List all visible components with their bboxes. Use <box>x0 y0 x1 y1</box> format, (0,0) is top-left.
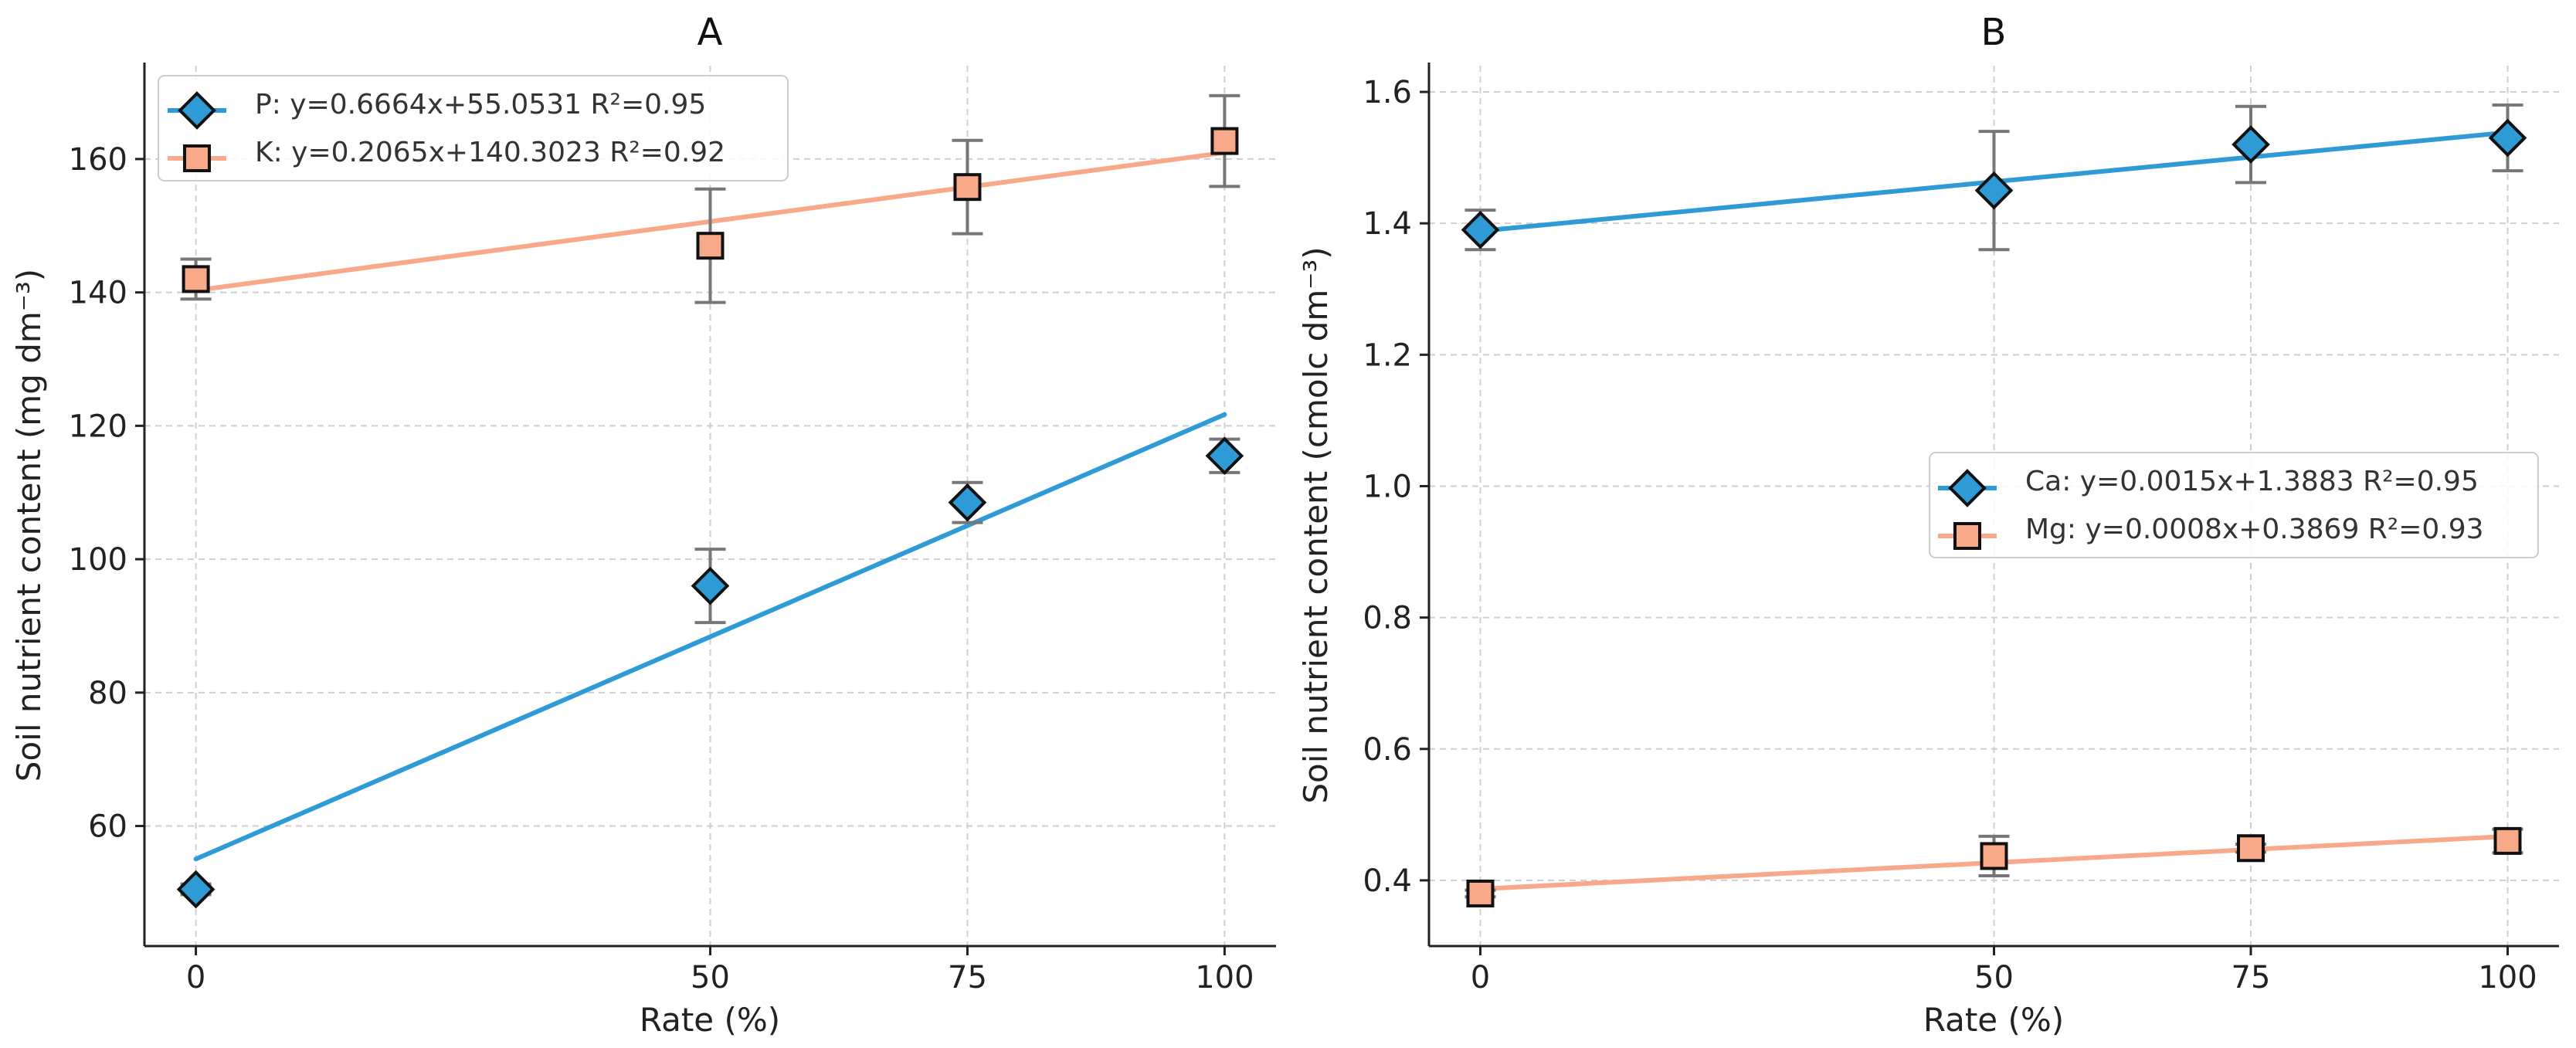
panel-a-ytick-label-1: 80 <box>88 676 127 711</box>
panel-a-point-p-2 <box>948 483 987 522</box>
panel-a-ytick-label-3: 120 <box>69 409 127 444</box>
panel-b-point-mg-0 <box>1466 879 1495 907</box>
panel-a-xtick-label-3: 100 <box>1195 960 1254 995</box>
panel-a-point-k-3 <box>1210 127 1239 155</box>
panel-a-xtick-label-2: 75 <box>948 960 987 995</box>
panel-a-xtick-label-1: 50 <box>691 960 730 995</box>
panel-a-ytick-label-5: 160 <box>69 142 127 178</box>
panel-b-legend-label-ca: Ca: y=0.0015x+1.3883 R²=0.95 <box>2025 466 2479 497</box>
panel-a-ytick-label-0: 60 <box>88 809 127 845</box>
panel-b-title: B <box>1981 11 2007 54</box>
panel-b-ytick-label-2: 0.8 <box>1363 601 1412 636</box>
panel-a-fit-line-p <box>193 412 1227 862</box>
panel-a-ylabel: Soil nutrient content (mg dm⁻³) <box>10 269 48 782</box>
panel-b-point-mg-2 <box>2237 834 2265 863</box>
panel-a-point-p-1 <box>691 566 730 605</box>
panel-b-ytick-label-0: 0.4 <box>1363 863 1412 899</box>
panel-a-legend-box <box>158 75 789 181</box>
panel-a-point-p-0 <box>176 870 216 909</box>
panel-a-xtick-label-0: 0 <box>186 960 205 995</box>
panel-b-ylabel: Soil nutrient content (cmolc dm⁻³) <box>1297 246 1335 803</box>
panel-b-ticks: 0 50 75 100 0.4 0.6 0.8 1.0 1.2 1.4 1.6 <box>1363 75 2537 995</box>
panel-b-legend-marker-mg <box>1953 522 1981 550</box>
panel-b-point-ca-2 <box>2232 125 2270 164</box>
panel-b-legend-label-mg: Mg: y=0.0008x+0.3869 R²=0.93 <box>2025 514 2484 545</box>
panel-b-xtick-label-0: 0 <box>1471 960 1490 995</box>
panel-b-xtick-label-1: 50 <box>1974 960 2014 995</box>
panel-b-ytick-label-4: 1.2 <box>1363 337 1412 373</box>
panel-a-legend-label-p: P: y=0.6664x+55.0531 R²=0.95 <box>255 89 706 120</box>
panel-b-ytick-label-1: 0.6 <box>1363 732 1412 768</box>
panel-a-ytick-label-2: 100 <box>69 542 127 578</box>
panel-b-point-mg-1 <box>1980 842 2008 870</box>
panel-a-legend-label-k: K: y=0.2065x+140.3023 R²=0.92 <box>255 137 725 168</box>
panel-a-point-p-3 <box>1205 436 1244 476</box>
panel-a-point-k-2 <box>953 173 982 202</box>
panel-b-legend-marker-ca <box>1948 469 1987 507</box>
panel-a-legend-marker-k <box>183 144 211 172</box>
panel-b-ytick-label-3: 1.0 <box>1363 469 1412 504</box>
panel-b-xtick-label-2: 75 <box>2232 960 2271 995</box>
panel-b-point-ca-1 <box>1974 171 2014 210</box>
panel-b: B 0 50 75 100 0.4 0.6 0.8 1.0 1.2 1.4 1.6 Rate (%)… <box>1297 11 2559 1039</box>
panel-a-legend: P: y=0.6664x+55.0531 R²=0.95 K: y=0.2065… <box>158 75 789 181</box>
panel-b-legend-box <box>1929 452 2539 558</box>
panel-b-point-ca-3 <box>2488 118 2527 158</box>
panel-a-point-k-1 <box>696 232 725 260</box>
panel-b-ytick-label-6: 1.6 <box>1363 75 1412 110</box>
panel-b-points <box>1461 118 2527 907</box>
panel-a-title: A <box>697 11 723 54</box>
panel-a-ticks: 0 50 75 100 60 80 100 120 140 160 <box>69 142 1254 995</box>
panel-a: A 0 50 75 100 60 80 100 120 140 160 Rate (%) Soil… <box>10 11 1276 1039</box>
panel-a-legend-marker-p <box>178 91 216 130</box>
panel-b-xlabel: Rate (%) <box>1923 1001 2064 1039</box>
panel-b-xtick-label-3: 100 <box>2478 960 2537 995</box>
panel-b-ytick-label-5: 1.4 <box>1363 206 1412 242</box>
panel-a-xlabel: Rate (%) <box>640 1001 780 1039</box>
panel-a-points <box>176 127 1244 909</box>
panel-b-point-ca-0 <box>1461 210 1500 249</box>
panel-b-legend: Ca: y=0.0015x+1.3883 R²=0.95 Mg: y=0.000… <box>1929 452 2539 558</box>
panel-b-point-mg-3 <box>2493 826 2522 855</box>
panel-a-point-k-0 <box>182 265 210 293</box>
panel-a-ytick-label-4: 140 <box>69 276 127 311</box>
